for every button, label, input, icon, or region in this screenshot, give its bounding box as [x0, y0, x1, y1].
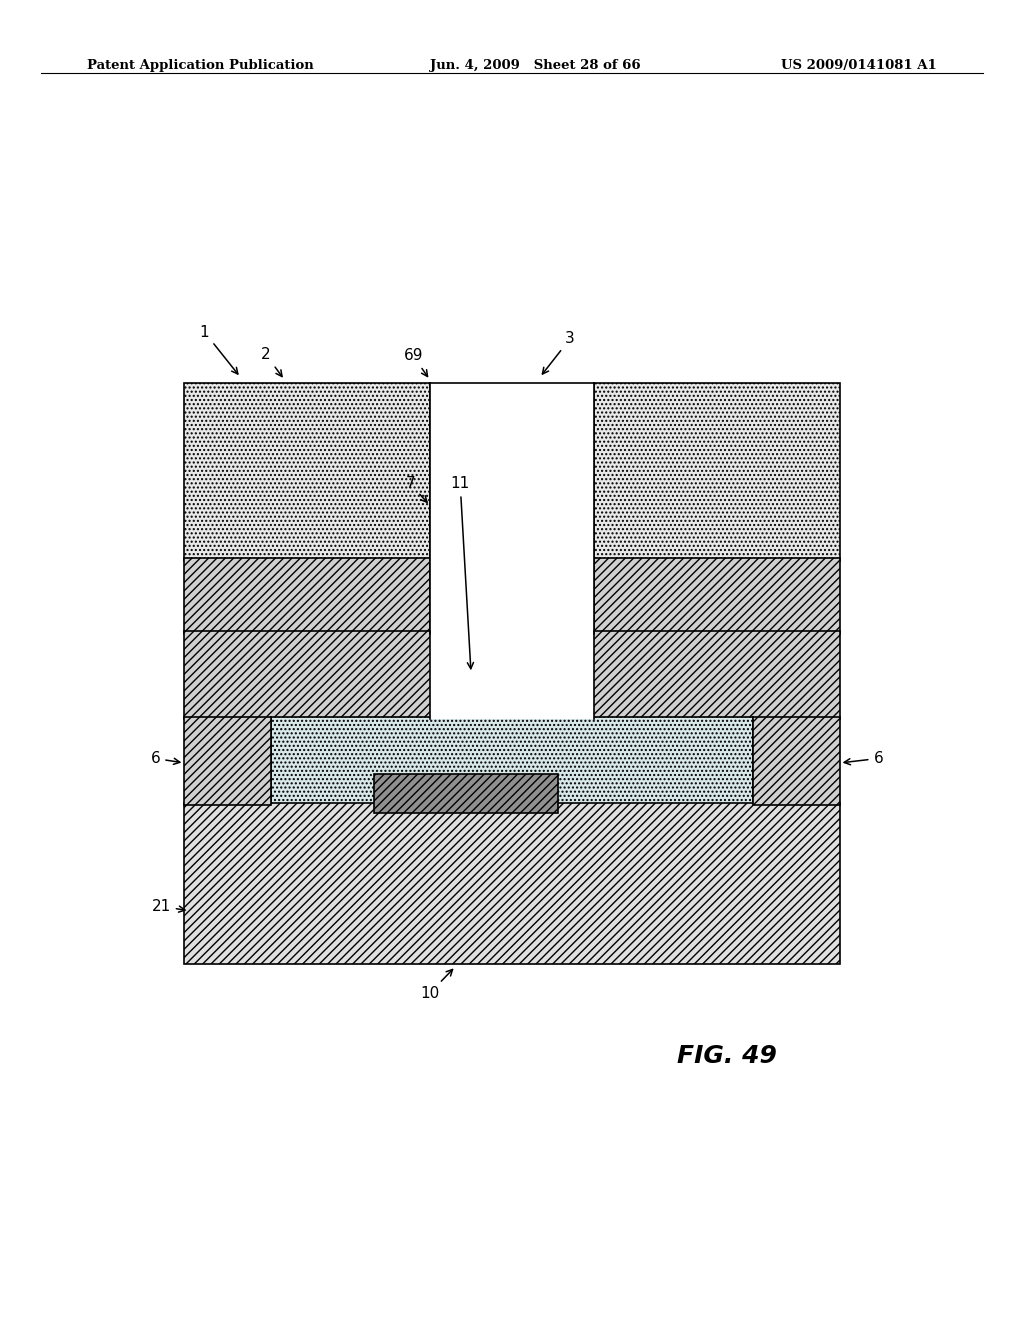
- Bar: [271, 717, 753, 805]
- Text: 6: 6: [844, 751, 884, 766]
- Text: 21: 21: [152, 899, 185, 913]
- Text: 7: 7: [406, 477, 427, 502]
- Bar: [184, 383, 430, 561]
- Text: FIG. 49: FIG. 49: [677, 1044, 777, 1068]
- Text: Patent Application Publication: Patent Application Publication: [87, 59, 313, 73]
- Text: 6: 6: [151, 751, 180, 766]
- Bar: [184, 631, 840, 719]
- Text: 69: 69: [403, 348, 427, 376]
- Bar: [594, 383, 840, 561]
- Text: Jun. 4, 2009   Sheet 28 of 66: Jun. 4, 2009 Sheet 28 of 66: [430, 59, 641, 73]
- Bar: [430, 631, 594, 719]
- Bar: [184, 558, 430, 634]
- Bar: [374, 774, 558, 813]
- Bar: [594, 558, 840, 634]
- Bar: [430, 383, 594, 634]
- Bar: [184, 803, 840, 964]
- Text: 2: 2: [261, 347, 282, 376]
- Text: 3: 3: [543, 331, 575, 374]
- Text: 1: 1: [200, 325, 238, 374]
- Text: 10: 10: [420, 969, 453, 1001]
- Bar: [184, 717, 271, 805]
- Bar: [753, 717, 840, 805]
- Text: 11: 11: [451, 477, 473, 669]
- Text: US 2009/0141081 A1: US 2009/0141081 A1: [781, 59, 937, 73]
